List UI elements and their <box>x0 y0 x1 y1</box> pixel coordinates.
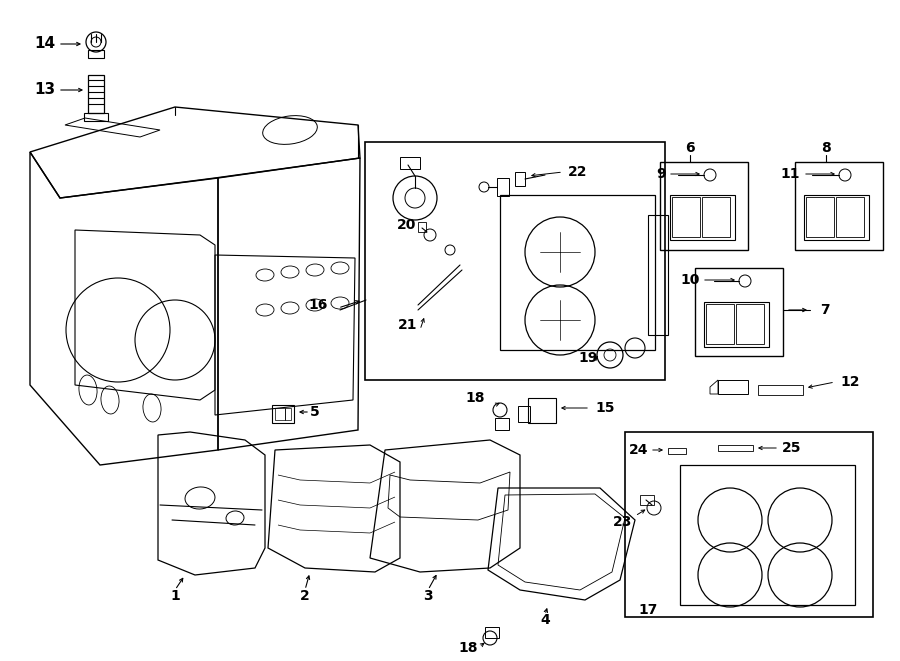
Text: 16: 16 <box>309 298 328 312</box>
Text: 6: 6 <box>685 141 695 155</box>
Bar <box>670 195 735 240</box>
Bar <box>702 197 730 237</box>
Bar <box>718 380 748 394</box>
Bar <box>88 50 104 58</box>
Bar <box>795 162 883 250</box>
Text: 24: 24 <box>628 443 648 457</box>
Text: 18: 18 <box>458 641 478 655</box>
Bar <box>485 627 499 638</box>
Bar <box>518 406 530 422</box>
Text: 10: 10 <box>680 273 700 287</box>
Text: 15: 15 <box>595 401 615 415</box>
Bar <box>400 157 420 169</box>
Text: 4: 4 <box>540 613 550 627</box>
Text: 9: 9 <box>656 167 666 181</box>
Bar <box>648 215 668 335</box>
Bar <box>660 162 748 250</box>
Text: 23: 23 <box>613 515 632 529</box>
Text: 13: 13 <box>34 83 56 98</box>
Text: 1: 1 <box>170 589 180 603</box>
Bar <box>625 432 873 617</box>
Bar <box>495 418 509 430</box>
Bar <box>718 445 753 451</box>
Text: 22: 22 <box>568 165 588 179</box>
Text: 12: 12 <box>840 375 860 389</box>
Text: 18: 18 <box>465 391 485 405</box>
Bar <box>365 142 665 380</box>
Bar <box>640 495 654 505</box>
Text: 2: 2 <box>300 589 310 603</box>
Text: 8: 8 <box>821 141 831 155</box>
Bar <box>418 222 426 232</box>
Bar <box>704 302 769 347</box>
Text: 14: 14 <box>34 36 56 52</box>
Bar <box>706 304 734 344</box>
Bar <box>515 172 525 186</box>
Text: 21: 21 <box>398 318 418 332</box>
Bar <box>806 197 834 237</box>
Bar <box>84 113 108 121</box>
Text: 11: 11 <box>780 167 800 181</box>
Bar <box>804 195 869 240</box>
Bar <box>680 465 855 605</box>
Text: 19: 19 <box>579 351 598 365</box>
Text: 20: 20 <box>397 218 417 232</box>
Text: 3: 3 <box>423 589 433 603</box>
Bar <box>668 448 686 454</box>
Text: 7: 7 <box>820 303 830 317</box>
Text: 17: 17 <box>638 603 658 617</box>
Bar <box>497 178 509 196</box>
Text: 25: 25 <box>782 441 802 455</box>
Bar <box>672 197 700 237</box>
Bar <box>758 385 803 395</box>
Bar <box>272 405 294 423</box>
Bar <box>500 195 655 350</box>
Bar <box>695 268 783 356</box>
Bar <box>88 75 104 113</box>
Bar <box>836 197 864 237</box>
Bar <box>528 398 556 423</box>
Bar <box>275 408 285 420</box>
Text: 5: 5 <box>310 405 320 419</box>
Bar <box>736 304 764 344</box>
Bar <box>285 408 291 420</box>
